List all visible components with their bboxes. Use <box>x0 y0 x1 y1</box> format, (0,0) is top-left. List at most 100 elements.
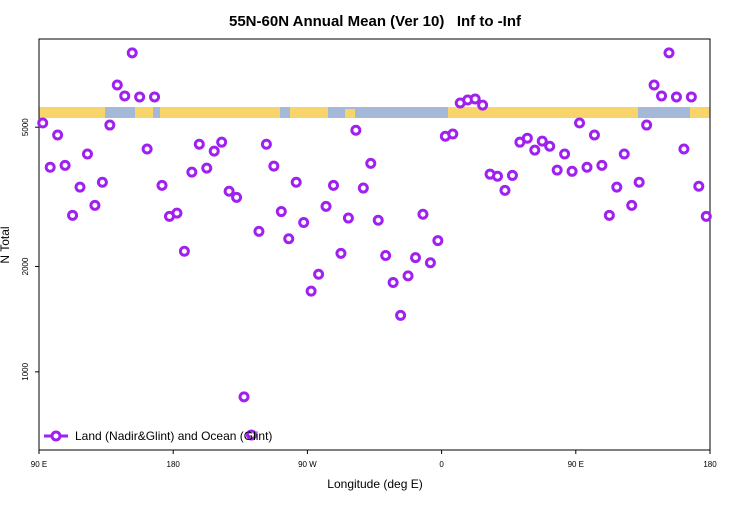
x-axis-label: Longitude (deg E) <box>327 477 422 491</box>
land-strip <box>345 109 355 118</box>
x-tick-label: 180 <box>703 460 717 469</box>
data-point <box>387 276 399 288</box>
data-point <box>581 161 593 173</box>
data-point <box>424 257 436 269</box>
data-point <box>626 199 638 211</box>
land-strip <box>39 107 105 118</box>
map-strip <box>39 107 710 118</box>
data-point <box>693 180 705 192</box>
data-point <box>611 181 623 193</box>
data-point <box>574 117 586 129</box>
data-point <box>492 170 504 182</box>
data-point <box>700 210 712 222</box>
data-point <box>603 209 615 221</box>
x-tick-label: 0 <box>439 460 444 469</box>
data-point <box>656 90 668 102</box>
data-point <box>633 176 645 188</box>
data-point <box>596 159 608 171</box>
data-point <box>201 162 213 174</box>
data-point <box>551 164 563 176</box>
x-tick-label: 90 E <box>31 460 47 469</box>
data-point <box>320 200 332 212</box>
data-point <box>402 270 414 282</box>
data-point <box>499 184 511 196</box>
data-point <box>37 117 49 129</box>
data-point <box>59 159 71 171</box>
y-tick-label: 5000 <box>21 118 30 136</box>
data-point <box>81 148 93 160</box>
data-point <box>350 124 362 136</box>
data-point <box>432 235 444 247</box>
data-point <box>395 309 407 321</box>
land-strip <box>448 107 638 118</box>
data-point <box>171 207 183 219</box>
land-strip <box>135 107 153 118</box>
data-point <box>89 199 101 211</box>
data-point <box>685 91 697 103</box>
y-axis-label: N Total <box>0 226 12 263</box>
ocean-strip <box>39 107 710 118</box>
data-point <box>193 138 205 150</box>
data-point <box>410 252 422 264</box>
data-point <box>618 148 630 160</box>
y-tick-label: 1000 <box>21 362 30 380</box>
data-point <box>104 119 116 131</box>
data-point <box>380 249 392 261</box>
data-point <box>648 79 660 91</box>
data-point <box>372 214 384 226</box>
data-point <box>477 99 489 111</box>
x-tick-label: 90 W <box>298 460 317 469</box>
legend-label: Land (Nadir&Glint) and Ocean (Glint) <box>75 429 272 443</box>
data-point <box>506 169 518 181</box>
data-point <box>67 209 79 221</box>
data-point <box>335 247 347 259</box>
x-tick-label: 90 E <box>568 460 584 469</box>
data-point <box>260 138 272 150</box>
data-point <box>663 47 675 59</box>
legend: Land (Nadir&Glint) and Ocean (Glint) <box>44 429 272 443</box>
data-point <box>342 212 354 224</box>
legend-marker <box>50 430 62 442</box>
plot-frame <box>38 38 711 451</box>
data-point <box>141 143 153 155</box>
data-point <box>469 93 481 105</box>
data-point <box>96 176 108 188</box>
data-point <box>357 182 369 194</box>
data-point <box>231 191 243 203</box>
y-tick-label: 2000 <box>21 257 30 275</box>
data-point <box>156 179 168 191</box>
data-point <box>588 129 600 141</box>
data-point <box>74 181 86 193</box>
data-point <box>305 285 317 297</box>
data-point <box>559 148 571 160</box>
data-point <box>52 129 64 141</box>
data-point <box>186 166 198 178</box>
data-point <box>447 128 459 140</box>
data-point <box>216 136 228 148</box>
data-point <box>327 179 339 191</box>
data-point <box>111 79 123 91</box>
data-point <box>536 135 548 147</box>
data-point <box>365 157 377 169</box>
land-strip <box>160 107 280 118</box>
data-point <box>126 47 138 59</box>
data-point <box>298 217 310 229</box>
data-point <box>253 225 265 237</box>
data-point <box>529 144 541 156</box>
land-strip <box>290 107 328 118</box>
data-point <box>641 119 653 131</box>
chart-title: 55N-60N Annual Mean (Ver 10) Inf to -Inf <box>229 13 522 30</box>
data-point <box>238 391 250 403</box>
data-point <box>134 91 146 103</box>
data-point <box>119 90 131 102</box>
data-point <box>223 185 235 197</box>
data-point <box>521 132 533 144</box>
data-point <box>44 161 56 173</box>
data-point <box>670 91 682 103</box>
data-point <box>283 233 295 245</box>
data-point <box>208 145 220 157</box>
data-point <box>417 208 429 220</box>
data-point <box>178 245 190 257</box>
